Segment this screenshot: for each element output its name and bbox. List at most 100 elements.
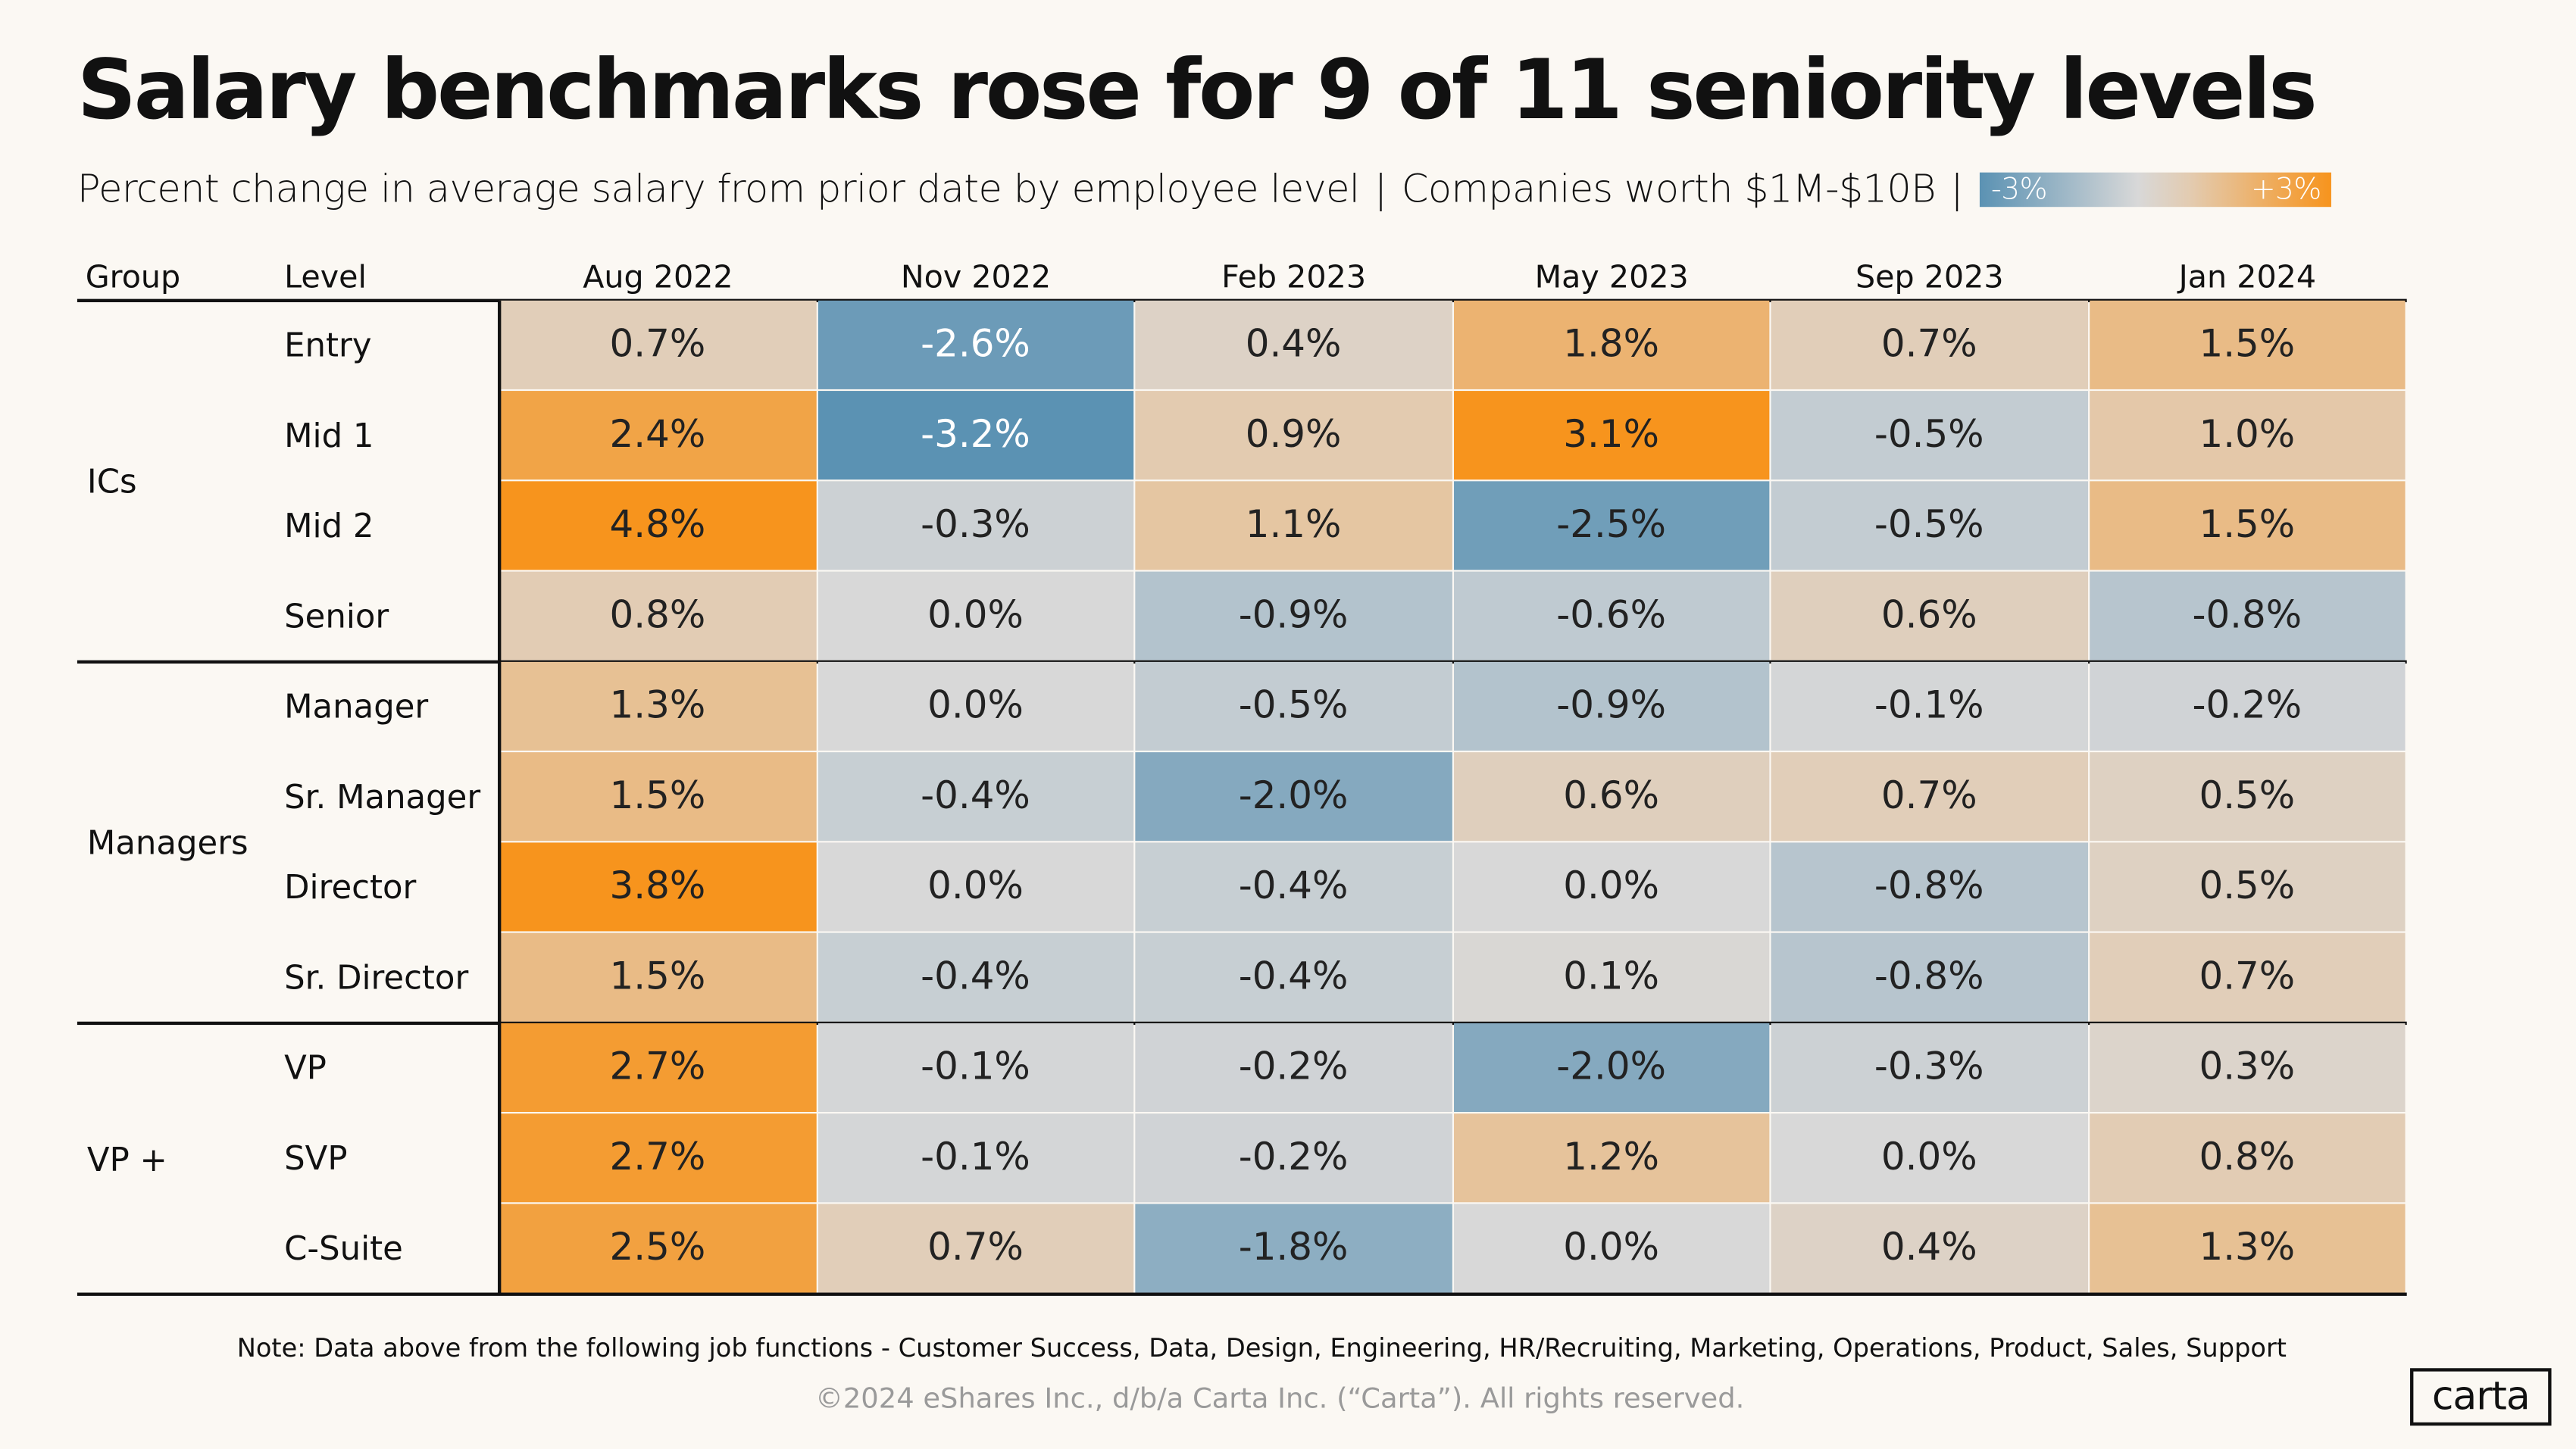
heatmap-cell: 1.5% [499,752,816,842]
heatmap-cell: 0.7% [1771,300,2087,389]
heatmap-cell: 3.8% [499,842,816,932]
level-label: C-Suite [284,1228,403,1269]
footnote: Note: Data above from the following job … [0,1334,2576,1363]
level-column-rule [498,300,501,1294]
heatmap-cell: -0.4% [1135,842,1452,932]
heatmap-cell: 0.7% [1771,752,2087,842]
heatmap-cell: 1.8% [1452,300,1770,389]
heatmap-cell: -0.2% [1135,1113,1452,1203]
heatmap-cell: 0.5% [2089,752,2406,842]
heatmap-cell: 0.7% [2089,932,2406,1022]
heatmap-cell: -0.3% [817,481,1134,570]
heatmap-cell: -0.4% [817,752,1134,842]
heatmap-cell: -0.1% [817,1113,1134,1203]
heatmap-cell: -0.3% [1771,1023,2087,1113]
heatmap-cell: 0.3% [2089,1023,2406,1113]
heatmap-cell: -0.5% [1771,481,2087,570]
heatmap-cell: 3.1% [1452,391,1770,480]
heatmap-cell: -0.4% [817,932,1134,1022]
heatmap-cell: 0.0% [1452,1204,1770,1293]
group-divider [77,1021,2407,1024]
heatmap-cell: 2.4% [499,391,816,480]
column-header: Sep 2023 [1855,259,2004,296]
heatmap-cell: -2.5% [1452,481,1770,570]
level-label: Sr. Manager [284,776,481,817]
heatmap-cell: -2.0% [1135,752,1452,842]
subtitle-text: Percent change in average salary from pr… [77,166,1360,212]
column-header: May 2023 [1534,259,1689,296]
heatmap-cell: 1.3% [499,661,816,751]
heatmap-cell: -0.1% [1771,661,2087,751]
column-header: Nov 2022 [900,259,1052,296]
heatmap-cell: 1.5% [2089,300,2406,389]
heatmap-cell: 0.0% [817,661,1134,751]
footnote-text: Note: Data above from the following job … [236,1333,2287,1363]
heatmap-cell: -0.2% [2089,661,2406,751]
group-label: ICs [86,461,137,501]
level-label: Mid 1 [284,415,374,455]
level-label: Director [284,867,417,907]
heatmap-cell: 0.1% [1452,932,1770,1022]
header-rule [77,298,2407,301]
group-label: VP + [86,1138,167,1179]
header-group: Group [85,259,181,296]
heatmap-cell: 0.0% [1771,1113,2087,1203]
heatmap-cell: -3.2% [817,391,1134,480]
heatmap-cell: -0.8% [1771,842,2087,932]
heatmap-cell: 1.5% [2089,481,2406,570]
group-label: Managers [86,823,249,863]
level-label: Manager [284,686,429,726]
heatmap-cell: 0.5% [2089,842,2406,932]
heatmap-cell: 1.5% [499,932,816,1022]
level-label: Senior [284,596,389,636]
color-legend: -3% +3% [1979,171,2331,207]
heatmap-cell: -0.4% [1135,932,1452,1022]
heatmap-cell: -0.8% [2089,571,2406,660]
heatmap-cell: 0.9% [1135,391,1452,480]
heatmap-cell: -2.0% [1452,1023,1770,1113]
header-level: Level [284,259,367,296]
chart-subtitle: Percent change in average salary from pr… [77,166,2331,212]
level-label: Entry [284,325,372,365]
group-divider [77,660,2407,663]
heatmap-cell: -0.2% [1135,1023,1452,1113]
legend-max-label: +3% [2250,171,2321,207]
level-label: VP [284,1048,327,1088]
heatmap-cell: 0.0% [1452,842,1770,932]
heatmap-cell: 2.7% [499,1023,816,1113]
separator: | [1374,166,1387,212]
heatmap-cell: 0.6% [1452,752,1770,842]
heatmap-cell: 4.8% [499,481,816,570]
column-header: Feb 2023 [1221,259,1367,296]
heatmap-cell: -0.6% [1452,571,1770,660]
heatmap-cell: 0.7% [817,1204,1134,1293]
level-label: Sr. Director [284,957,469,998]
heatmap-cell: 0.8% [2089,1113,2406,1203]
heatmap-cell: -0.9% [1135,571,1452,660]
heatmap-cell: 1.3% [2089,1204,2406,1293]
column-header: Aug 2022 [583,259,733,296]
carta-logo: carta [2410,1368,2552,1426]
heatmap-cell: 0.0% [817,842,1134,932]
heatmap-cell: 0.4% [1135,300,1452,389]
heatmap-cell: 0.8% [499,571,816,660]
heatmap-cell: -1.8% [1135,1204,1452,1293]
heatmap-cell: 2.7% [499,1113,816,1203]
column-header: Jan 2024 [2178,259,2317,296]
heatmap-cell: 1.2% [1452,1113,1770,1203]
chart-title: Salary benchmarks rose for 9 of 11 senio… [77,42,2318,139]
heatmap-cell: 0.0% [817,571,1134,660]
level-label: Mid 2 [284,505,374,545]
heatmap-cell: 2.5% [499,1204,816,1293]
heatmap-cell: 1.0% [2089,391,2406,480]
heatmap-cell: -0.5% [1135,661,1452,751]
heatmap-cell: -0.9% [1452,661,1770,751]
heatmap-cell: 0.6% [1771,571,2087,660]
subtitle-segment: Companies worth $1M-$10B [1401,166,1937,212]
heatmap-cell: 0.4% [1771,1204,2087,1293]
copyright: ©2024 eShares Inc., d/b/a Carta Inc. (“C… [0,1383,2576,1416]
heatmap-cell: -2.6% [817,300,1134,389]
level-label: SVP [284,1138,348,1178]
heatmap-cell: 1.1% [1135,481,1452,570]
heatmap-cell: 0.7% [499,300,816,389]
